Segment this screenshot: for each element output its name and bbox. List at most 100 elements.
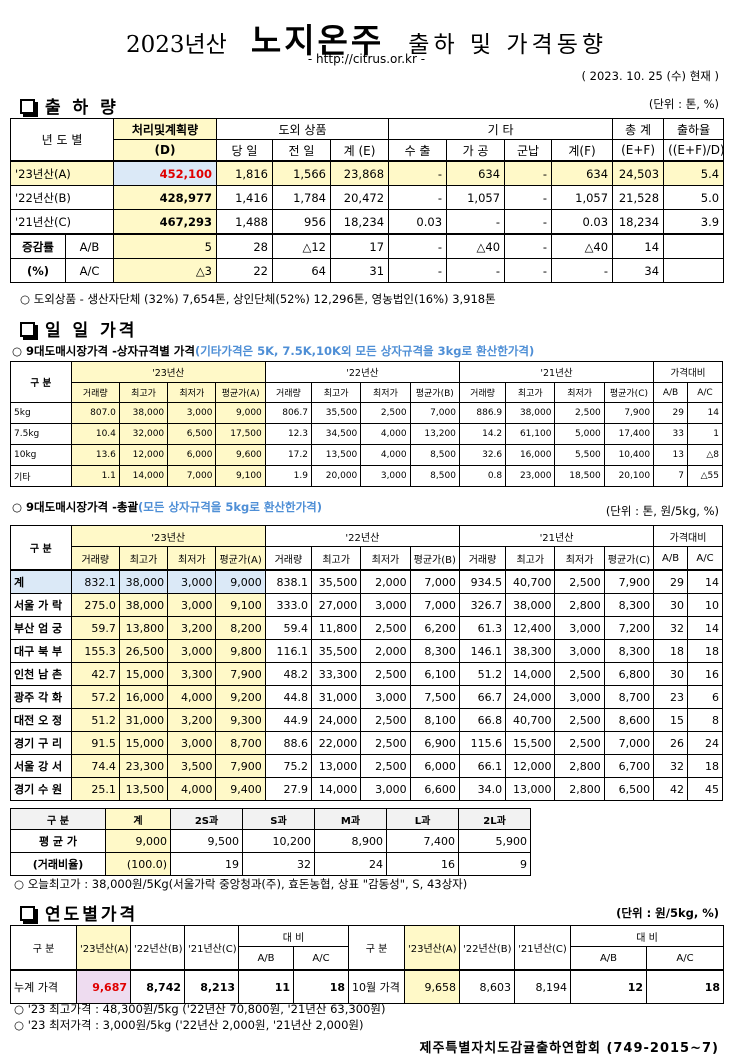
cell: 27.9 [264, 777, 312, 801]
row-label: 평 균 가 [10, 829, 106, 853]
cell: 32 [653, 616, 688, 640]
cell: 44.9 [264, 708, 312, 732]
cell: 6 [686, 685, 724, 709]
cell: 12.3 [264, 423, 312, 445]
size-head: S과 [242, 808, 315, 830]
cell: 2,500 [360, 662, 411, 686]
cell: 8,213 [184, 969, 239, 1004]
cell: 0.03 [551, 209, 614, 235]
col: A/B [653, 546, 688, 571]
cell: 3,000 [554, 685, 605, 709]
cell: 18 [293, 969, 349, 1004]
cell: 7,900 [603, 569, 655, 594]
table-row: 서울 강 서 74.4 23,300 3,500 7,900 75.2 13,000 2,50… [10, 754, 724, 778]
daily-sub2: ○ 9대도매시장가격 -총괄(모든 상자규격을 5kg로 환산한가격) [12, 500, 322, 514]
size-head: 계 [105, 808, 171, 830]
cell: 33,300 [310, 662, 362, 686]
cell: 7,400 [386, 829, 459, 853]
col: 최저가 [360, 546, 411, 571]
cell: 1,057 [551, 185, 614, 210]
row-label: 10월 가격 [348, 969, 405, 1004]
year-22: '22년산 [264, 525, 460, 547]
col: 최고가 [310, 546, 362, 571]
cell: 32 [653, 754, 688, 778]
cell: 75.2 [264, 754, 312, 778]
cell: 42 [653, 777, 688, 801]
cell: △12 [272, 233, 331, 259]
header-sub: 군납 [504, 139, 553, 162]
cell: 3,000 [554, 616, 605, 640]
cell: 14 [612, 233, 665, 259]
row-label: 누계 가격 [10, 969, 77, 1004]
cell: 3,000 [360, 465, 411, 487]
cell: △55 [686, 465, 724, 487]
cell: 2,800 [554, 754, 605, 778]
cell: 7,000 [409, 569, 460, 594]
cell: 8,700 [215, 731, 266, 755]
header-sub: ((E+F)/D) [663, 139, 725, 162]
cell: 44.8 [264, 685, 312, 709]
cell: 18 [653, 639, 688, 663]
cell: 38,000 [505, 402, 556, 424]
cell: 5 [113, 233, 217, 259]
cell: 18 [686, 639, 724, 663]
cell: - [446, 258, 506, 283]
cell: 9,000 [215, 402, 266, 424]
col: 거래량 [264, 382, 312, 403]
cell: 11,800 [310, 616, 362, 640]
cell: 21,528 [612, 185, 665, 210]
cell: 838.1 [264, 569, 312, 594]
cell: 57.2 [70, 685, 120, 709]
cell: 45 [686, 777, 724, 801]
cell: - [504, 185, 553, 210]
header-sub: 가 공 [446, 139, 506, 162]
cell: 3,500 [167, 754, 217, 778]
checkbox-square-icon [20, 98, 35, 114]
cell: 2,500 [360, 754, 411, 778]
cell: 12 [570, 969, 647, 1004]
col: '21년산(C) [184, 925, 239, 971]
cell: 15 [653, 708, 688, 732]
header-sub: 수 출 [388, 139, 448, 162]
cell: 1.9 [264, 465, 312, 487]
yearly-note2: ○ '23 최저가격 : 3,000원/5kg ('22년산 2,000원, '… [14, 1018, 364, 1032]
col: 거래량 [70, 546, 120, 571]
col: 최고가 [505, 546, 556, 571]
cell: 8,500 [409, 465, 460, 487]
cell: 66.1 [458, 754, 507, 778]
table-row: 계 832.1 38,000 3,000 9,000 838.1 35,500 2,000 7,… [10, 569, 724, 594]
cell: 10.4 [70, 423, 120, 445]
cell: 51.2 [70, 708, 120, 732]
col: 평균가(A) [215, 546, 266, 571]
cell: 48.2 [264, 662, 312, 686]
col: A/C [686, 382, 724, 403]
cell: - [388, 258, 448, 283]
year-21: '21년산 [458, 525, 655, 547]
cell: 35,500 [310, 639, 362, 663]
cell: 59.4 [264, 616, 312, 640]
cell: 38,000 [505, 593, 556, 617]
cell: 59.7 [70, 616, 120, 640]
table-row: 10kg 13.6 12,000 6,000 9,600 17.2 13,500 4,000 8… [10, 444, 724, 466]
cell: 13,200 [409, 423, 460, 445]
header-sub: 계 (E) [329, 139, 390, 162]
col: '23년산(A) [404, 925, 460, 971]
col: A/B [653, 382, 688, 403]
cell: 2,000 [360, 639, 411, 663]
gubun-right: 구 분 [348, 925, 405, 971]
cell: 5,000 [554, 423, 605, 445]
cell: 10,200 [242, 829, 315, 853]
cell: 7,900 [215, 754, 266, 778]
cell: 8,500 [409, 444, 460, 466]
cell: 18 [646, 969, 724, 1004]
row-label: 5kg [10, 402, 72, 424]
cell: 34,500 [310, 423, 362, 445]
cell: 146.1 [458, 639, 507, 663]
cell: 8,194 [514, 969, 571, 1004]
cell: 7,500 [409, 685, 460, 709]
cell: 4,000 [360, 423, 411, 445]
row-label: 서울 강 서 [10, 754, 72, 778]
cell: 17 [329, 233, 390, 259]
cell: 8,300 [603, 593, 655, 617]
table-row: 평 균 가 9,000 9,500 10,200 8,900 7,400 5,9… [10, 829, 531, 853]
